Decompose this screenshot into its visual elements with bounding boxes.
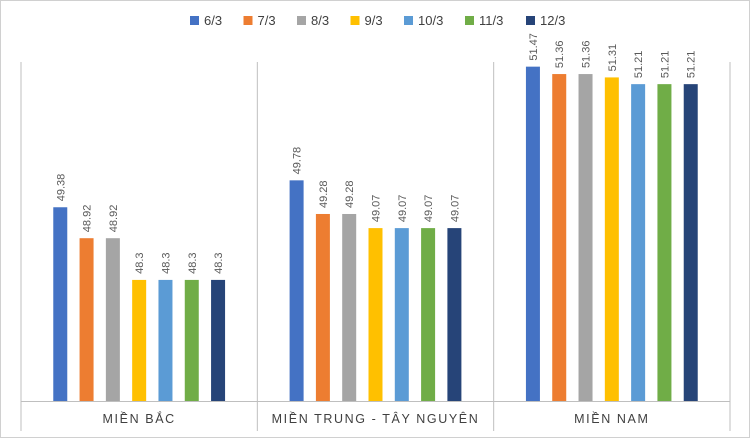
data-label: 51.47 [528,33,540,61]
data-label: 51.21 [686,51,698,79]
bar [604,77,619,401]
bars [53,66,698,402]
category-separators [20,62,731,431]
data-label: 48.92 [108,205,120,233]
bar [421,228,436,401]
data-label: 48.92 [82,205,94,233]
legend-label-10-3: 10/3 [418,13,443,28]
data-label: 49.07 [371,195,383,223]
data-label: 48.3 [160,252,172,273]
data-label: 49.07 [397,195,409,223]
bar [79,238,94,401]
data-label: 49.78 [292,147,304,175]
category-labels: MIỀN BẮC MIỀN TRUNG - TÂY NGUYÊN MIỀN NAM [103,411,649,426]
bar [342,213,357,401]
legend-label-12-3: 12/3 [540,13,565,28]
data-label: 51.36 [581,41,593,69]
legend-swatch-12-3 [526,16,535,25]
bar [211,279,226,401]
bar [315,213,330,401]
data-label: 48.3 [134,252,146,273]
legend-swatch-6-3 [190,16,199,25]
data-label: 49.07 [449,195,461,223]
bar [683,84,698,402]
legend-swatch-11-3 [465,16,474,25]
legend-swatch-8-3 [297,16,306,25]
bar [631,84,646,402]
data-labels: 49.38 48.92 48.92 48.3 48.3 48.3 48.3 49.78 49.2… [55,33,697,274]
legend: 6/3 7/3 8/3 9/3 10/3 11/3 12/3 [190,13,565,28]
data-label: 49.07 [423,195,435,223]
bar [53,207,68,401]
legend-label-6-3: 6/3 [204,13,222,28]
legend-label-8-3: 8/3 [311,13,329,28]
legend-label-11-3: 11/3 [479,13,503,28]
legend-swatch-9-3 [350,16,360,25]
data-label: 49.38 [55,174,67,202]
category-label: MIỀN BẮC [103,411,176,426]
bar [552,74,567,402]
bar [184,279,199,401]
legend-label-7-3: 7/3 [258,13,276,28]
legend-swatch-10-3 [404,16,413,25]
data-label: 49.28 [318,180,330,208]
data-label: 49.28 [344,180,356,208]
legend-label-9-3: 9/3 [365,13,383,28]
data-label: 48.3 [187,252,199,273]
bar [578,74,593,402]
category-label: MIỀN TRUNG - TÂY NGUYÊN [272,411,480,426]
bar [158,279,173,401]
bar [289,180,304,401]
category-label: MIỀN NAM [574,411,649,426]
bar [132,279,147,401]
data-label: 48.3 [213,252,225,273]
bar [657,84,672,402]
data-label: 51.36 [554,41,566,69]
data-label: 51.31 [607,44,619,72]
data-label: 51.21 [659,51,671,79]
legend-swatch-7-3 [243,16,253,25]
bar [394,228,409,401]
bar [525,66,540,402]
bar [105,238,120,401]
bar [447,228,462,401]
bar [368,228,383,401]
data-label: 51.21 [633,51,645,79]
